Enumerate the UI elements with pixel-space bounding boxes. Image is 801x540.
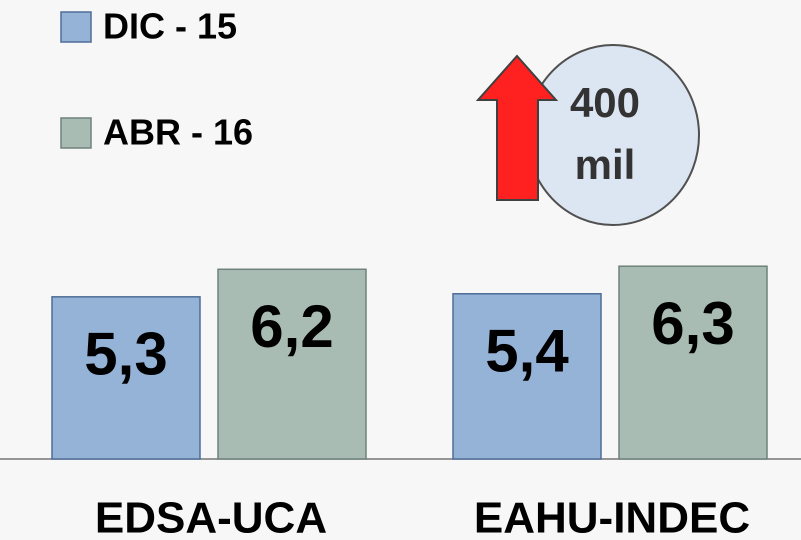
value-label: 6,2 [250, 293, 333, 360]
legend-label: ABR - 16 [103, 112, 253, 153]
annotation: 400 mil [569, 79, 641, 188]
legend-swatch [60, 11, 92, 43]
bar [618, 265, 768, 460]
legend-swatch [60, 117, 92, 149]
x-tick-label: EDSA-UCA [95, 494, 327, 540]
bars: 5,3 6,2 5,4 6,3 [51, 265, 768, 460]
value-label: 5,3 [84, 321, 167, 388]
up-arrow [475, 54, 559, 201]
x-tick-label: EAHU-INDEC [474, 494, 750, 540]
bar [51, 296, 201, 460]
bar [217, 268, 367, 460]
value-label: 6,3 [651, 290, 734, 357]
value-label: 5,4 [485, 318, 569, 385]
legend-label: DIC - 15 [103, 6, 237, 47]
bar [452, 293, 602, 460]
